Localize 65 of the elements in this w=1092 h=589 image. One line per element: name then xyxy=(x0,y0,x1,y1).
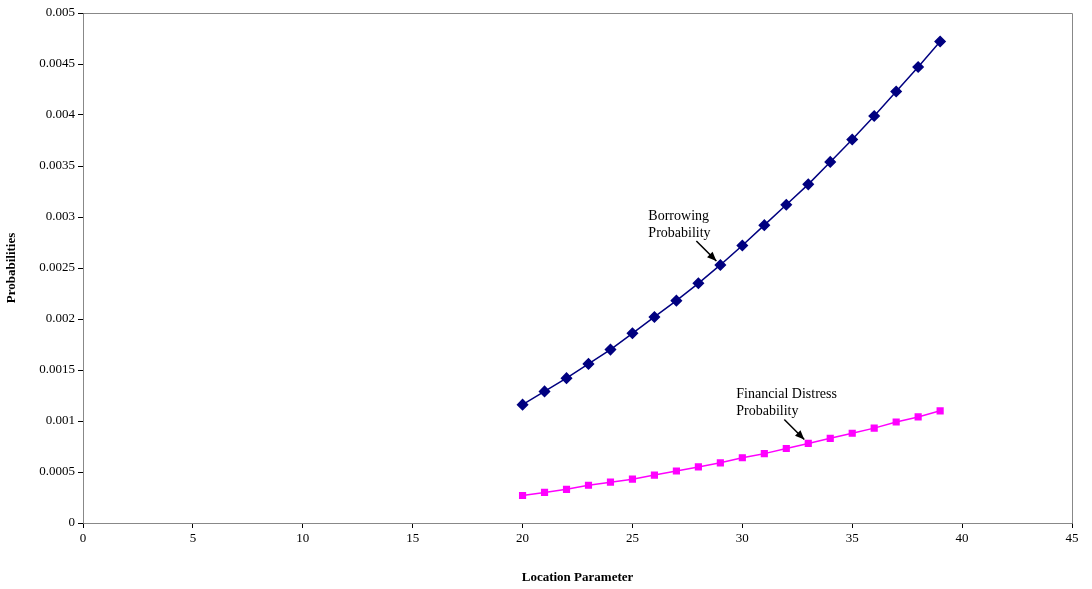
x-tick-label: 15 xyxy=(406,530,420,546)
point xyxy=(670,294,683,307)
point xyxy=(934,35,946,48)
point xyxy=(606,478,615,486)
point xyxy=(826,434,834,442)
y-tick-label: 0.0045 xyxy=(39,55,75,71)
y-axis-title: Probabilities xyxy=(3,232,19,304)
point xyxy=(760,450,768,458)
point xyxy=(848,429,856,437)
point xyxy=(694,463,702,471)
x-tick-label: 35 xyxy=(845,530,859,546)
point xyxy=(914,413,922,421)
point xyxy=(538,385,551,398)
y-tick-label: 0.0005 xyxy=(39,463,75,479)
point xyxy=(692,277,705,290)
point xyxy=(870,424,878,432)
point xyxy=(672,467,680,475)
y-tick-label: 0.001 xyxy=(45,412,75,428)
y-tick-label: 0.0035 xyxy=(39,157,75,173)
x-tick-label: 5 xyxy=(189,530,197,546)
point xyxy=(560,372,573,384)
x-tick-label: 10 xyxy=(296,530,310,546)
x-tick-label: 40 xyxy=(955,530,969,546)
point xyxy=(628,475,637,483)
point xyxy=(540,488,549,496)
point xyxy=(804,439,812,448)
x-tick-label: 20 xyxy=(516,530,530,546)
x-tick-label: 30 xyxy=(735,530,749,546)
point xyxy=(516,398,529,411)
point xyxy=(648,311,661,323)
x-tick-label: 0 xyxy=(79,530,87,546)
annotation: Borrowing Probability xyxy=(648,207,711,240)
point xyxy=(846,133,858,146)
point xyxy=(584,481,593,489)
y-tick-label: 0.005 xyxy=(45,4,75,20)
point xyxy=(604,343,617,356)
point xyxy=(868,110,880,122)
point xyxy=(582,358,595,370)
point xyxy=(782,444,790,453)
y-tick-label: 0.0025 xyxy=(39,259,75,275)
point xyxy=(890,85,902,98)
point xyxy=(758,219,771,231)
x-tick-label: 45 xyxy=(1065,530,1079,546)
point xyxy=(824,156,836,168)
y-tick-label: 0.0015 xyxy=(39,361,75,377)
point xyxy=(562,485,571,493)
point xyxy=(912,61,924,73)
point xyxy=(650,471,658,479)
point xyxy=(892,418,900,426)
point xyxy=(802,178,815,191)
point xyxy=(736,239,749,252)
point xyxy=(716,459,724,467)
y-tick-label: 0.002 xyxy=(45,310,75,326)
point xyxy=(738,454,746,462)
annotation: Financial Distress Probability xyxy=(736,386,837,419)
y-tick-label: 0 xyxy=(68,514,75,530)
point xyxy=(714,259,727,271)
y-tick-label: 0.003 xyxy=(45,208,75,224)
x-axis-title: Location Parameter xyxy=(521,568,634,584)
point xyxy=(780,199,793,211)
x-tick-label: 25 xyxy=(625,530,639,546)
y-tick-label: 0.004 xyxy=(45,106,76,122)
point xyxy=(518,491,527,500)
point xyxy=(936,407,944,415)
point xyxy=(626,327,639,340)
